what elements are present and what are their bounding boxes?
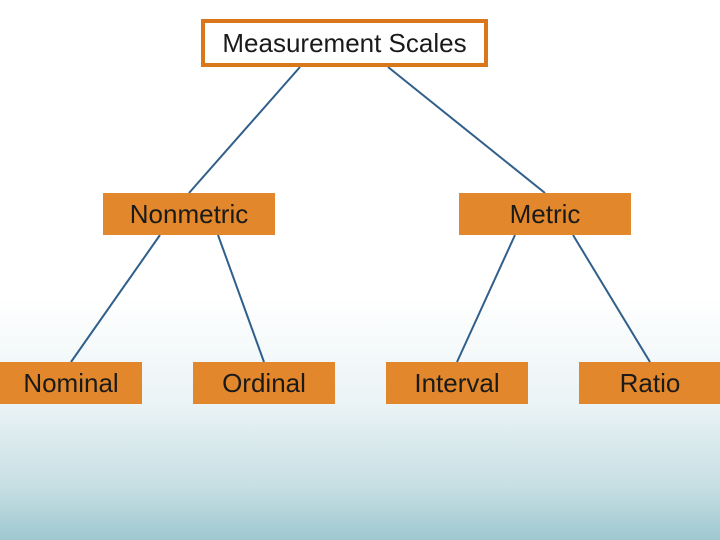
- branch-node-metric: Metric: [459, 193, 631, 235]
- leaf-node-nominal: Nominal: [0, 362, 142, 404]
- interval-label: Interval: [414, 368, 499, 399]
- connector-line: [457, 235, 515, 362]
- connector-line: [218, 235, 264, 362]
- leaf-node-ratio: Ratio: [579, 362, 720, 404]
- leaf-node-interval: Interval: [386, 362, 528, 404]
- connector-line: [71, 235, 160, 362]
- leaf-node-ordinal: Ordinal: [193, 362, 335, 404]
- diagram-slide: Measurement Scales Nonmetric Metric Nomi…: [0, 0, 720, 540]
- connector-lines: [0, 0, 720, 540]
- ratio-label: Ratio: [620, 368, 681, 399]
- root-label: Measurement Scales: [222, 28, 466, 59]
- connector-line: [388, 67, 545, 193]
- connector-line: [189, 67, 300, 193]
- root-node-measurement-scales: Measurement Scales: [201, 19, 488, 67]
- metric-label: Metric: [510, 199, 581, 230]
- connector-line: [573, 235, 650, 362]
- branch-node-nonmetric: Nonmetric: [103, 193, 275, 235]
- nominal-label: Nominal: [23, 368, 118, 399]
- ordinal-label: Ordinal: [222, 368, 306, 399]
- nonmetric-label: Nonmetric: [130, 199, 248, 230]
